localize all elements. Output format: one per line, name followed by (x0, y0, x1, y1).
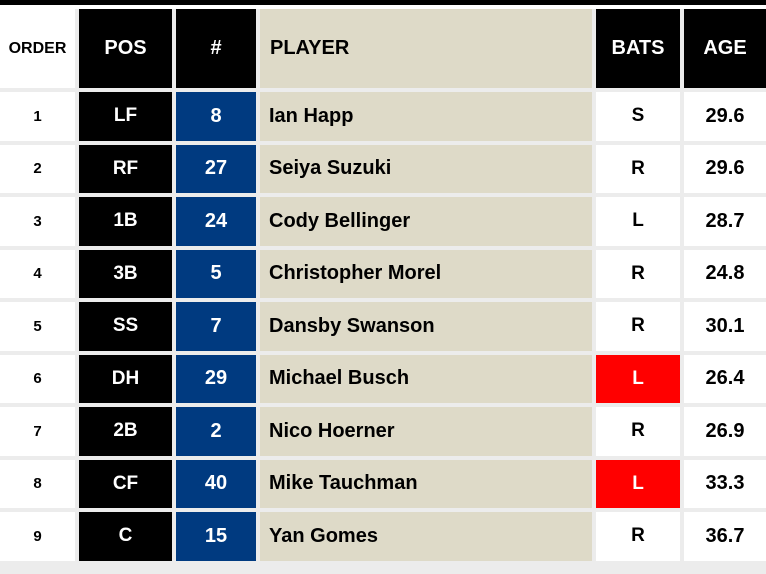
player-name-cell: Dansby Swanson (260, 302, 592, 351)
number-cell: 40 (176, 459, 256, 508)
header-bats: BATS (596, 9, 680, 88)
bats-cell: R (596, 144, 680, 193)
player-name-cell: Nico Hoerner (260, 407, 592, 456)
order-cell: 9 (0, 512, 75, 561)
age-cell: 33.3 (684, 459, 766, 508)
player-name-cell: Ian Happ (260, 92, 592, 141)
player-name-cell: Mike Tauchman (260, 459, 592, 508)
age-cell: 26.4 (684, 354, 766, 403)
bats-cell: L (596, 197, 680, 246)
player-name-cell: Yan Gomes (260, 512, 592, 561)
number-cell: 5 (176, 249, 256, 298)
position-cell: 2B (79, 407, 172, 456)
number-cell: 2 (176, 407, 256, 456)
order-cell: 6 (0, 354, 75, 403)
header-number: # (176, 9, 256, 88)
bats-cell: R (596, 302, 680, 351)
bats-cell: S (596, 92, 680, 141)
number-cell: 24 (176, 197, 256, 246)
order-cell: 8 (0, 459, 75, 508)
top-border (0, 0, 766, 5)
player-name-cell: Cody Bellinger (260, 197, 592, 246)
age-cell: 24.8 (684, 249, 766, 298)
number-cell: 27 (176, 144, 256, 193)
number-cell: 8 (176, 92, 256, 141)
age-cell: 36.7 (684, 512, 766, 561)
age-cell: 29.6 (684, 92, 766, 141)
lineup-table: ORDER POS # PLAYER BATS AGE 1 LF 8 Ian Happ… (0, 9, 766, 561)
player-name-cell: Michael Busch (260, 354, 592, 403)
position-cell: RF (79, 144, 172, 193)
number-cell: 29 (176, 354, 256, 403)
header-age: AGE (684, 9, 766, 88)
position-cell: 1B (79, 197, 172, 246)
bats-cell: L (596, 459, 680, 508)
bats-cell: L (596, 354, 680, 403)
order-cell: 3 (0, 197, 75, 246)
position-cell: C (79, 512, 172, 561)
top-gap (0, 5, 766, 9)
number-cell: 15 (176, 512, 256, 561)
order-cell: 1 (0, 92, 75, 141)
number-cell: 7 (176, 302, 256, 351)
player-name-cell: Seiya Suzuki (260, 144, 592, 193)
header-player: PLAYER (260, 9, 592, 88)
age-cell: 29.6 (684, 144, 766, 193)
age-cell: 26.9 (684, 407, 766, 456)
header-pos: POS (79, 9, 172, 88)
bats-cell: R (596, 249, 680, 298)
position-cell: SS (79, 302, 172, 351)
bats-cell: R (596, 512, 680, 561)
order-cell: 2 (0, 144, 75, 193)
bats-cell: R (596, 407, 680, 456)
header-order: ORDER (0, 9, 75, 88)
position-cell: CF (79, 459, 172, 508)
position-cell: DH (79, 354, 172, 403)
age-cell: 28.7 (684, 197, 766, 246)
order-cell: 5 (0, 302, 75, 351)
player-name-cell: Christopher Morel (260, 249, 592, 298)
position-cell: LF (79, 92, 172, 141)
order-cell: 7 (0, 407, 75, 456)
order-cell: 4 (0, 249, 75, 298)
age-cell: 30.1 (684, 302, 766, 351)
position-cell: 3B (79, 249, 172, 298)
